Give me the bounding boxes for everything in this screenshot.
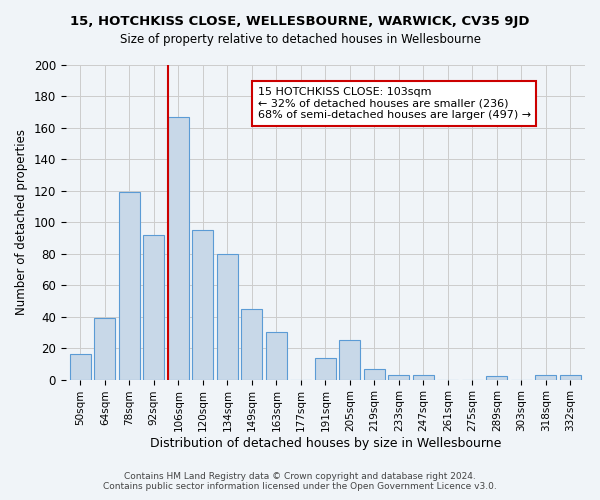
Bar [487,376,507,380]
Text: 15 HOTCHKISS CLOSE: 103sqm
← 32% of detached houses are smaller (236)
68% of sem: 15 HOTCHKISS CLOSE: 103sqm ← 32% of deta… [258,87,531,120]
Bar [193,230,213,380]
Bar [560,375,581,380]
Text: 15, HOTCHKISS CLOSE, WELLESBOURNE, WARWICK, CV35 9JD: 15, HOTCHKISS CLOSE, WELLESBOURNE, WARWI… [70,15,530,28]
Bar [241,309,262,380]
Bar [70,354,91,380]
Y-axis label: Number of detached properties: Number of detached properties [15,130,28,316]
Bar [413,375,434,380]
Bar [364,368,385,380]
X-axis label: Distribution of detached houses by size in Wellesbourne: Distribution of detached houses by size … [149,437,501,450]
Bar [266,332,287,380]
Bar [535,375,556,380]
Bar [388,375,409,380]
Text: Contains HM Land Registry data © Crown copyright and database right 2024.
Contai: Contains HM Land Registry data © Crown c… [103,472,497,491]
Bar [94,318,115,380]
Bar [217,254,238,380]
Bar [119,192,140,380]
Bar [143,235,164,380]
Bar [340,340,360,380]
Bar [168,117,189,380]
Bar [315,358,336,380]
Text: Size of property relative to detached houses in Wellesbourne: Size of property relative to detached ho… [119,32,481,46]
